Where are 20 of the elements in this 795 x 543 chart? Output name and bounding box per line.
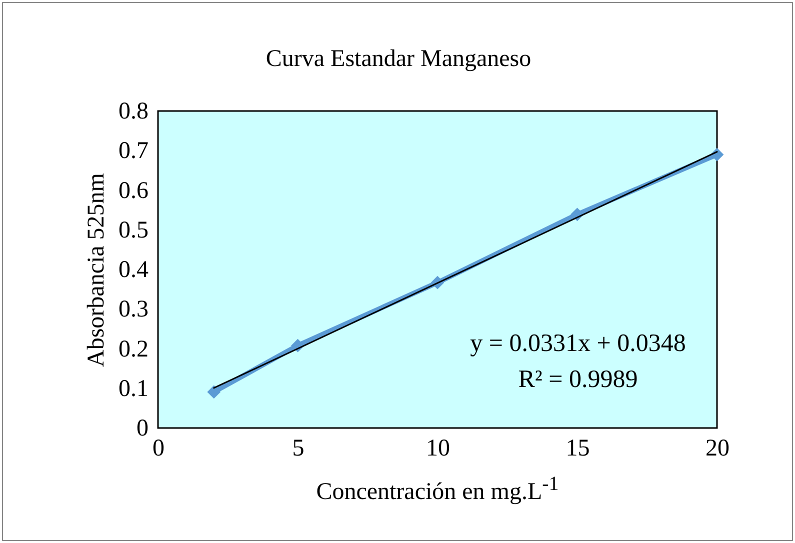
x-tick-label: 10 [426, 436, 450, 462]
x-tick-label: 20 [706, 436, 730, 462]
y-tick-label: 0.4 [118, 257, 148, 283]
x-tick-label: 5 [292, 436, 304, 462]
y-tick-label: 0.3 [118, 296, 148, 323]
y-axis-title: Absorbancia 525nm [84, 172, 110, 367]
point [207, 385, 221, 399]
x-tick-label: 0 [152, 436, 164, 462]
annotation: y = 0.0331x + 0.0348 [470, 330, 686, 357]
y-tick-label: 0.7 [118, 138, 148, 164]
y-tick-label: 0.5 [118, 217, 148, 244]
y-tick-label: 0 [136, 416, 148, 442]
y-tick-label: 0.1 [118, 376, 148, 402]
x-tick-label: 15 [566, 436, 590, 462]
x-axis-title: Concentración en mg.L$^{-1}$ [315, 473, 560, 506]
y-tick-label: 0.2 [118, 336, 148, 362]
annotation: R² = 0.9989 [518, 366, 638, 393]
chart-title: Curva Estandar Manganeso [266, 46, 532, 72]
y-tick-label: 0.6 [118, 178, 148, 204]
y-tick-label: 0.8 [118, 98, 148, 124]
